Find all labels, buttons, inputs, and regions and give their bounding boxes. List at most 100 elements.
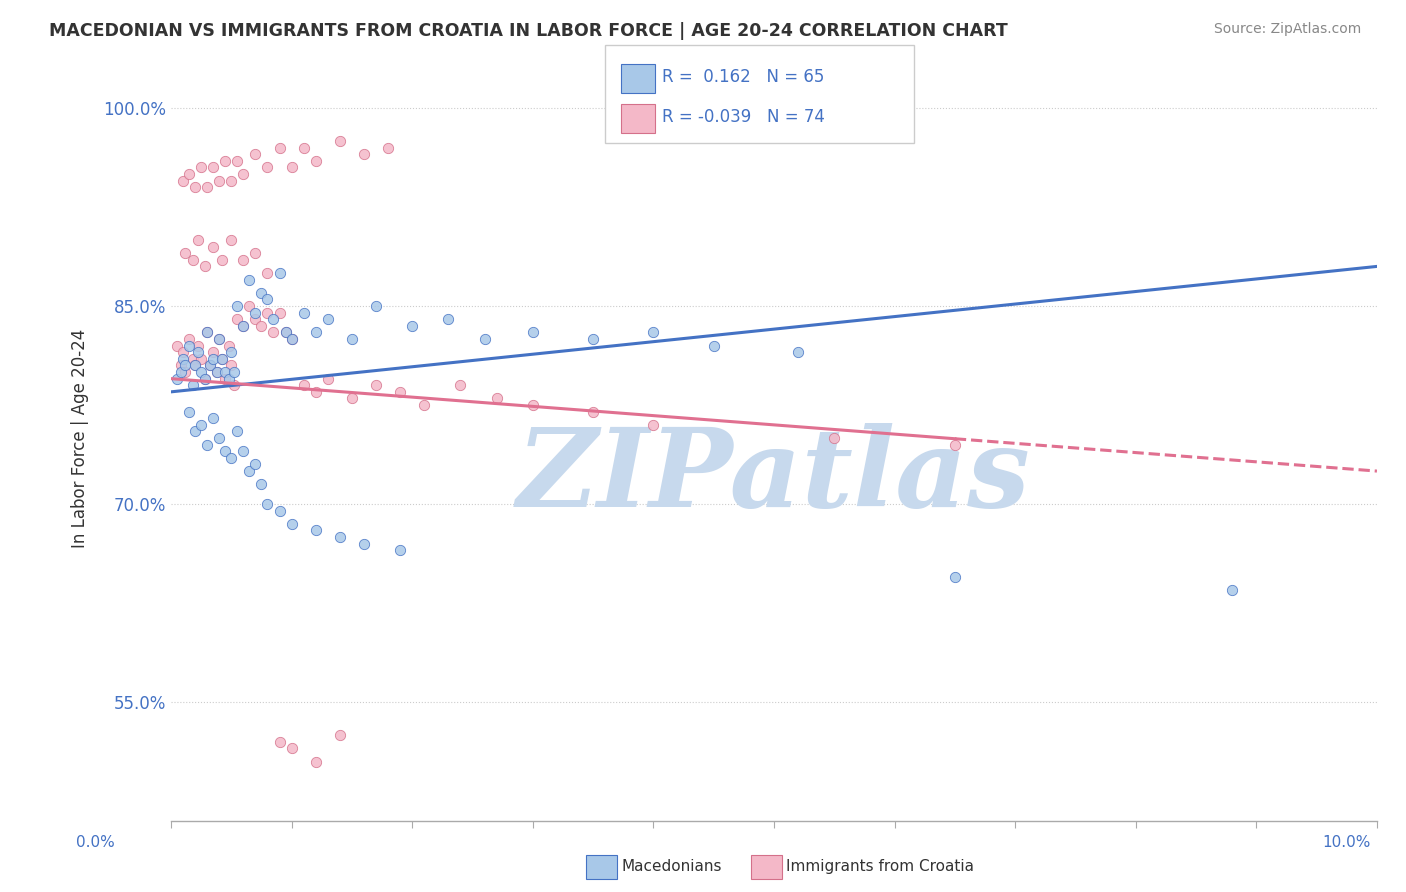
Point [245,312,267,326]
Point [353,537,375,551]
Point [643,417,665,432]
Point [1220,582,1243,597]
Point [256,293,278,307]
Point [195,326,218,340]
Point [280,332,302,346]
Point [226,153,249,168]
Point [190,417,212,432]
Point [269,305,291,319]
Point [280,332,302,346]
Point [181,378,204,392]
Point [232,444,254,458]
Point [787,345,810,359]
Point [437,312,460,326]
Point [522,398,544,412]
Point [316,371,339,385]
Point [305,524,328,538]
Point [214,153,236,168]
Point [186,338,208,352]
Point [205,365,228,379]
Text: R = -0.039   N = 74: R = -0.039 N = 74 [662,108,825,126]
Point [214,365,236,379]
Point [269,504,291,518]
Point [177,167,200,181]
Point [195,438,218,452]
Point [245,305,267,319]
Point [218,371,240,385]
Point [169,365,191,379]
Point [522,326,544,340]
Point [292,378,315,392]
Point [218,338,240,352]
Point [181,252,204,267]
Point [250,477,273,491]
Point [238,299,260,313]
Point [166,338,188,352]
Point [245,246,267,260]
Point [292,140,315,154]
Point [194,371,217,385]
Point [208,431,231,445]
Point [222,378,245,392]
Point [186,233,208,247]
Point [582,405,605,419]
Point [280,516,302,531]
Point [582,332,605,346]
Point [238,272,260,286]
Point [172,173,194,187]
Point [184,359,207,373]
Point [198,359,221,373]
Point [232,318,254,333]
Point [329,728,352,742]
Point [305,755,328,769]
Point [263,326,285,340]
Point [274,326,297,340]
Point [169,359,191,373]
Point [280,741,302,756]
Point [413,398,436,412]
Point [256,305,278,319]
Y-axis label: In Labor Force | Age 20-24: In Labor Force | Age 20-24 [72,328,89,548]
Point [177,405,200,419]
Point [449,378,471,392]
Point [823,431,845,445]
Point [221,359,243,373]
Point [364,378,387,392]
Point [474,332,496,346]
Point [274,326,297,340]
Point [256,497,278,511]
Point [232,318,254,333]
Point [177,332,200,346]
Point [269,140,291,154]
Point [305,153,328,168]
Point [401,318,423,333]
Point [184,425,207,439]
Point [202,351,225,366]
Point [485,392,508,406]
Point [198,359,221,373]
Point [221,173,243,187]
Text: Source: ZipAtlas.com: Source: ZipAtlas.com [1213,22,1361,37]
Point [269,735,291,749]
Point [329,530,352,544]
Point [305,326,328,340]
Point [211,351,233,366]
Point [174,359,197,373]
Point [226,312,249,326]
Point [214,444,236,458]
Point [389,543,412,558]
Point [232,252,254,267]
Point [256,161,278,175]
Point [292,305,315,319]
Point [353,147,375,161]
Point [208,332,231,346]
Point [232,167,254,181]
Point [202,345,225,359]
Point [186,345,208,359]
Point [643,326,665,340]
Point [211,351,233,366]
Point [238,464,260,478]
Point [214,371,236,385]
Point [222,365,245,379]
Point [211,252,233,267]
